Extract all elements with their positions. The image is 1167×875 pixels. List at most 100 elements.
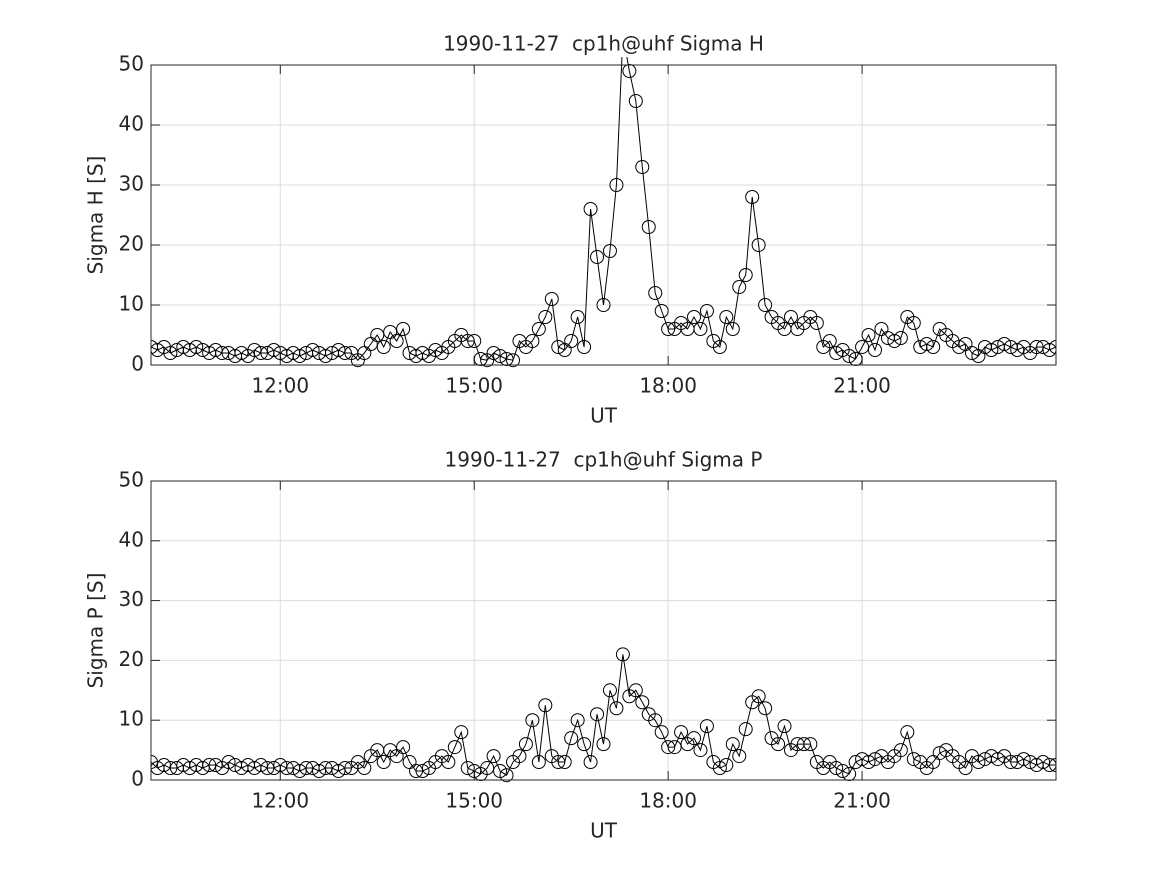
data-point: [842, 767, 857, 782]
data-point: [796, 737, 811, 752]
data-point: [893, 331, 908, 345]
data-point: [486, 749, 501, 764]
data-point: [990, 752, 1005, 767]
data-point: [699, 304, 714, 318]
data-point: [719, 310, 734, 324]
data-point: [719, 758, 734, 773]
x-tick-label: 21:00: [833, 374, 891, 398]
data-point: [699, 719, 714, 734]
data-point: [751, 689, 766, 704]
data-point: [751, 238, 766, 252]
data-point: [499, 768, 514, 783]
data-point: [570, 310, 585, 324]
data-point: [409, 764, 424, 779]
data-point: [415, 764, 430, 779]
data-point: [318, 349, 333, 363]
x-tick-label: 21:00: [833, 789, 891, 813]
data-point: [590, 707, 605, 722]
data-point: [868, 752, 882, 767]
data-point: [292, 764, 307, 779]
data-point: [247, 343, 262, 357]
data-point: [544, 292, 559, 306]
data-point: [687, 310, 701, 324]
series: [151, 647, 1056, 783]
data-point: [577, 340, 592, 354]
data-point: [958, 761, 973, 776]
data-point: [318, 761, 333, 776]
data-point: [253, 346, 268, 360]
y-tick-label: 10: [119, 707, 144, 731]
data-point: [745, 190, 760, 204]
data-point: [738, 722, 753, 737]
x-tick-label: 18:00: [639, 374, 697, 398]
data-point: [151, 755, 158, 770]
plot-area: [151, 481, 1056, 780]
data-point: [208, 343, 223, 357]
data-point: [732, 749, 747, 764]
chart-title: 1990-11-27 cp1h@uhf Sigma P: [445, 448, 763, 472]
data-point: [1029, 340, 1044, 354]
y-tick-label: 40: [119, 112, 144, 136]
data-point: [855, 340, 870, 354]
y-tick-label: 10: [119, 292, 144, 316]
data-point: [1049, 340, 1056, 354]
data-point: [654, 304, 669, 318]
data-point: [758, 298, 773, 312]
data-point: [221, 755, 236, 770]
data-point: [738, 268, 753, 282]
data-point: [887, 334, 902, 348]
data-point: [292, 349, 307, 363]
y-tick-label: 20: [119, 647, 144, 671]
plot-area: [151, 65, 1056, 365]
subplot: 12:00 15:00 18:00 21:00 0 10 20 30 40 50 1990-11-2…: [84, 448, 1057, 843]
data-point: [906, 316, 921, 330]
data-point: [447, 740, 462, 755]
data-point: [596, 298, 611, 312]
data-point: [202, 758, 217, 773]
data-point: [570, 713, 585, 728]
data-point: [842, 349, 857, 363]
data-point: [919, 337, 934, 351]
data-point: [602, 683, 617, 698]
series: [151, 57, 1056, 368]
data-point: [337, 761, 352, 776]
data-point: [667, 740, 682, 755]
data-point: [926, 340, 941, 354]
x-tick-label: 12:00: [251, 789, 309, 813]
data-point: [163, 761, 178, 776]
data-point: [952, 340, 967, 354]
data-point: [208, 758, 223, 773]
data-point: [163, 346, 178, 360]
data-point: [635, 160, 650, 174]
data-point: [596, 737, 611, 752]
data-point: [822, 334, 837, 348]
data-point: [725, 737, 740, 752]
data-point: [1042, 758, 1056, 773]
data-point: [551, 755, 566, 770]
data-point: [648, 286, 663, 300]
data-point: [512, 749, 527, 764]
data-point: [809, 316, 824, 330]
x-axis-label: UT: [590, 819, 618, 843]
data-point: [984, 343, 999, 357]
data-point: [467, 764, 482, 779]
data-point: [1003, 755, 1018, 770]
data-point: [609, 178, 624, 192]
y-tick-label: 0: [131, 352, 144, 376]
data-point: [266, 343, 281, 357]
data-point: [829, 761, 844, 776]
data-point: [480, 761, 495, 776]
x-tick-label: 12:00: [251, 374, 309, 398]
data-point: [551, 340, 566, 354]
data-point: [337, 346, 352, 360]
data-point: [835, 764, 850, 779]
data-point: [557, 755, 572, 770]
chart-title: 1990-11-27 cp1h@uhf Sigma H: [443, 32, 764, 56]
data-point: [1016, 752, 1031, 767]
axes-box: [150, 64, 1057, 366]
data-point: [234, 346, 249, 360]
data-point: [428, 343, 443, 357]
data-point: [389, 334, 404, 348]
data-point: [997, 337, 1012, 351]
